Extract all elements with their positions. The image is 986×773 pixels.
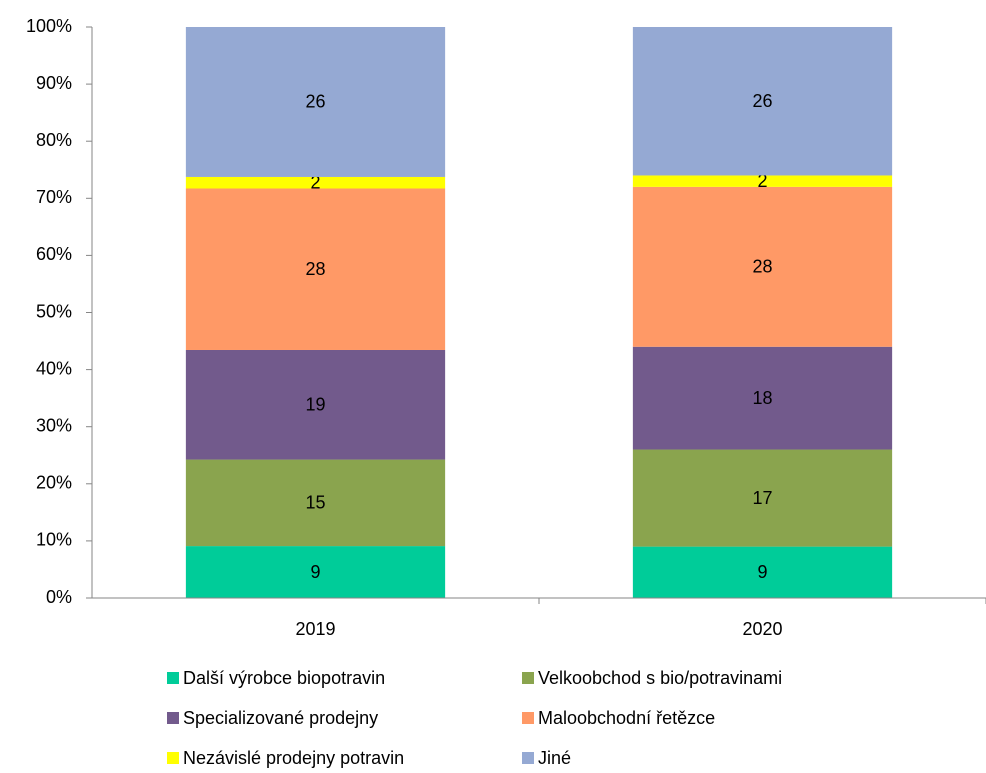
y-tick-label: 50% [36,301,72,321]
bar-segment [185,349,446,460]
legend-swatch [522,712,534,724]
legend-label: Velkoobchod s bio/potravinami [538,668,782,688]
bar-segment [632,449,893,547]
data-label: 26 [305,92,325,112]
data-label: 26 [752,91,772,111]
legend-label: Další výrobce biopotravin [183,668,385,688]
data-label: 15 [305,493,325,513]
bar-segment [632,346,893,450]
legend-swatch [522,672,534,684]
x-tick-label: 2020 [742,619,782,639]
x-tick-label: 2019 [295,619,335,639]
legend-swatch [167,752,179,764]
data-label: 19 [305,395,325,415]
legend-label: Maloobchodní řetězce [538,708,715,728]
bar-segment [632,186,893,347]
legend-label: Nezávislé prodejny potravin [183,748,404,768]
bar-segment [185,176,446,189]
data-label: 28 [752,257,772,277]
bar-segment [185,27,446,177]
bar-segment [632,175,893,187]
y-tick-label: 90% [36,73,72,93]
y-tick-label: 40% [36,358,72,378]
y-tick-label: 10% [36,530,72,550]
data-label: 28 [305,259,325,279]
legend-label: Specializované prodejny [183,708,378,728]
legend-swatch [522,752,534,764]
y-tick-label: 70% [36,187,72,207]
bar-segment [185,546,446,598]
bar-segment [632,27,893,176]
y-tick-label: 80% [36,130,72,150]
data-label: 9 [310,562,320,582]
data-label: 2 [310,172,320,192]
y-tick-label: 0% [46,587,72,607]
data-label: 17 [752,488,772,508]
data-label: 2 [757,171,767,191]
legend-label: Jiné [538,748,571,768]
bar-segment [185,459,446,547]
legend-swatch [167,712,179,724]
data-label: 18 [752,388,772,408]
bar-segment [185,188,446,350]
legend-swatch [167,672,179,684]
y-tick-label: 30% [36,415,72,435]
bar-segment [632,546,893,598]
y-tick-label: 20% [36,473,72,493]
y-tick-label: 100% [26,16,72,36]
data-label: 9 [757,562,767,582]
y-tick-label: 60% [36,244,72,264]
